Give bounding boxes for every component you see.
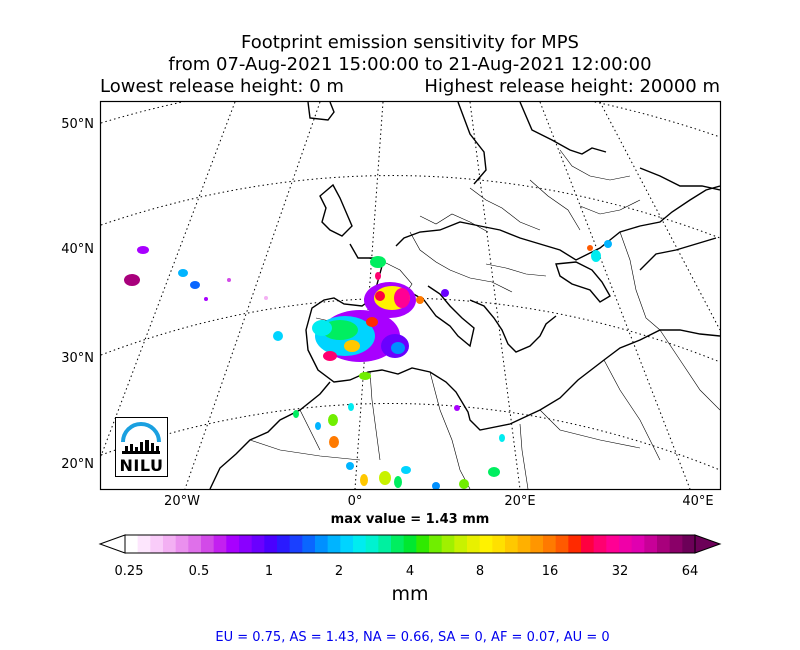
colorbar-cell <box>505 535 519 553</box>
colorbar-cell <box>213 535 227 553</box>
colorbar-tick: 1 <box>264 564 274 579</box>
colorbar-cell <box>429 535 443 553</box>
colorbar-cell <box>416 535 430 553</box>
colorbar-cell <box>669 535 683 553</box>
colorbar-cell <box>302 535 316 553</box>
map-frame <box>99 100 722 491</box>
colorbar-cell <box>239 535 253 553</box>
colorbar-cell <box>492 535 506 553</box>
map-time-range: from 07-Aug-2021 15:00:00 to 21-Aug-2021… <box>168 54 652 75</box>
colorbar-cell <box>353 535 367 553</box>
colorbar-tick: 0.25 <box>114 564 144 579</box>
colorbar-tick: 0.5 <box>188 564 210 579</box>
lowest-release-height: Lowest release height: 0 m <box>100 76 344 97</box>
lon-label: 20°W <box>164 494 200 509</box>
map-title: Footprint emission sensitivity for MPS <box>241 32 579 53</box>
colorbar-cell <box>150 535 164 553</box>
colorbar-cell <box>631 535 645 553</box>
sensitivity-field <box>124 240 612 489</box>
colorbar-cell <box>188 535 202 553</box>
colorbar-cell <box>289 535 303 553</box>
colorbar-max-extend <box>694 534 722 554</box>
colorbar-cell <box>163 535 177 553</box>
colorbar-cell <box>327 535 341 553</box>
colorbar-cell <box>606 535 620 553</box>
colorbar <box>98 534 722 554</box>
nilu-logo-icon <box>121 422 161 454</box>
colorbar-cell <box>264 535 278 553</box>
colorbar-cell <box>568 535 582 553</box>
colorbar-cell <box>657 535 671 553</box>
colorbar-cell <box>315 535 329 553</box>
colorbar-tick: 2 <box>334 564 344 579</box>
lat-label: 20°N <box>61 457 94 472</box>
colorbar-cell <box>277 535 291 553</box>
colorbar-cell <box>517 535 531 553</box>
highest-release-height: Highest release height: 20000 m <box>424 76 720 97</box>
lon-label: 20°E <box>504 494 536 509</box>
colorbar-cell <box>644 535 658 553</box>
colorbar-cell <box>391 535 405 553</box>
colorbar-cell <box>403 535 417 553</box>
max-value: max value = 1.43 mm <box>330 512 490 527</box>
colorbar-frame <box>124 534 696 554</box>
colorbar-cell <box>441 535 455 553</box>
colorbar-cell <box>454 535 468 553</box>
colorbar-cell <box>251 535 265 553</box>
lon-label: 40°E <box>682 494 714 509</box>
colorbar-cell <box>365 535 379 553</box>
colorbar-min-extend <box>98 534 126 554</box>
colorbar-cell <box>378 535 392 553</box>
colorbar-unit: mm <box>391 583 429 605</box>
colorbar-tick: 32 <box>611 564 629 579</box>
lat-label: 40°N <box>61 242 94 257</box>
coastlines <box>209 102 720 489</box>
colorbar-cell <box>682 535 696 553</box>
colorbar-tick: 4 <box>405 564 415 579</box>
release-heights: Lowest release height: 0 m Highest relea… <box>100 76 720 98</box>
region-stats: EU = 0.75, AS = 1.43, NA = 0.66, SA = 0,… <box>215 630 610 645</box>
colorbar-cell <box>467 535 481 553</box>
colorbar-cell <box>593 535 607 553</box>
nilu-logo-text: NILU <box>119 456 164 475</box>
colorbar-cell <box>340 535 354 553</box>
colorbar-cell <box>479 535 493 553</box>
colorbar-tick: 8 <box>475 564 485 579</box>
colorbar-cell <box>137 535 151 553</box>
colorbar-cell <box>175 535 189 553</box>
colorbar-cell <box>581 535 595 553</box>
colorbar-tick: 64 <box>681 564 699 579</box>
colorbar-cell <box>226 535 240 553</box>
colorbar-tick: 16 <box>541 564 559 579</box>
lon-label: 0° <box>347 494 363 509</box>
map-contents <box>101 102 720 489</box>
colorbar-cell <box>201 535 215 553</box>
lat-label: 30°N <box>61 351 94 366</box>
colorbar-cell <box>125 535 139 553</box>
colorbar-cell <box>555 535 569 553</box>
colorbar-cell <box>543 535 557 553</box>
country-borders <box>249 149 720 489</box>
nilu-logo: NILU <box>115 417 168 477</box>
colorbar-cell <box>530 535 544 553</box>
lat-label: 50°N <box>61 117 94 132</box>
colorbar-cell <box>619 535 633 553</box>
